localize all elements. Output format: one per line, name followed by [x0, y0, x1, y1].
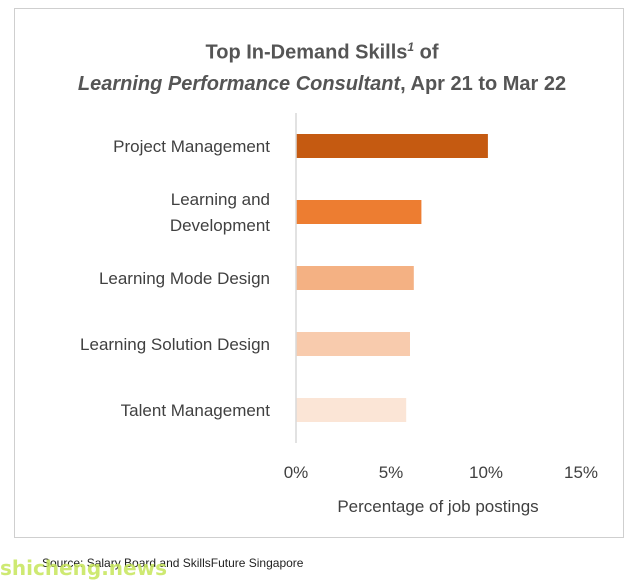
title-part2: of [414, 41, 439, 64]
watermark: shicheng.news [0, 556, 167, 580]
title-italic: Learning Performance Consultant [77, 72, 401, 95]
category-label: Project Management [113, 137, 270, 156]
bar [296, 200, 422, 224]
bar-chart: Project Management Learning and Developmen… [80, 113, 598, 516]
x-tick-label: 5% [379, 463, 404, 482]
title-footnote-mark: 1 [407, 40, 415, 54]
category-label: Learning Solution Design [80, 335, 270, 354]
title-part3: , Apr 21 to Mar 22 [400, 72, 567, 95]
x-tick-label: 15% [564, 463, 598, 482]
chart-title: Top In-Demand Skills1 of Learning Perfor… [0, 32, 644, 100]
x-axis-label: Percentage of job postings [337, 497, 538, 516]
category-label: Learning and Development [170, 190, 270, 235]
bar [296, 332, 410, 356]
bar [296, 134, 488, 158]
title-part1: Top In-Demand Skills [205, 41, 408, 64]
category-label: Talent Management [121, 401, 271, 420]
bar [296, 266, 414, 290]
bar [296, 398, 407, 422]
x-tick-label: 10% [469, 463, 503, 482]
x-tick-label: 0% [284, 463, 309, 482]
category-label: Learning Mode Design [99, 269, 270, 288]
source-note: Source: Salary Board and SkillsFuture Si… [42, 556, 304, 570]
